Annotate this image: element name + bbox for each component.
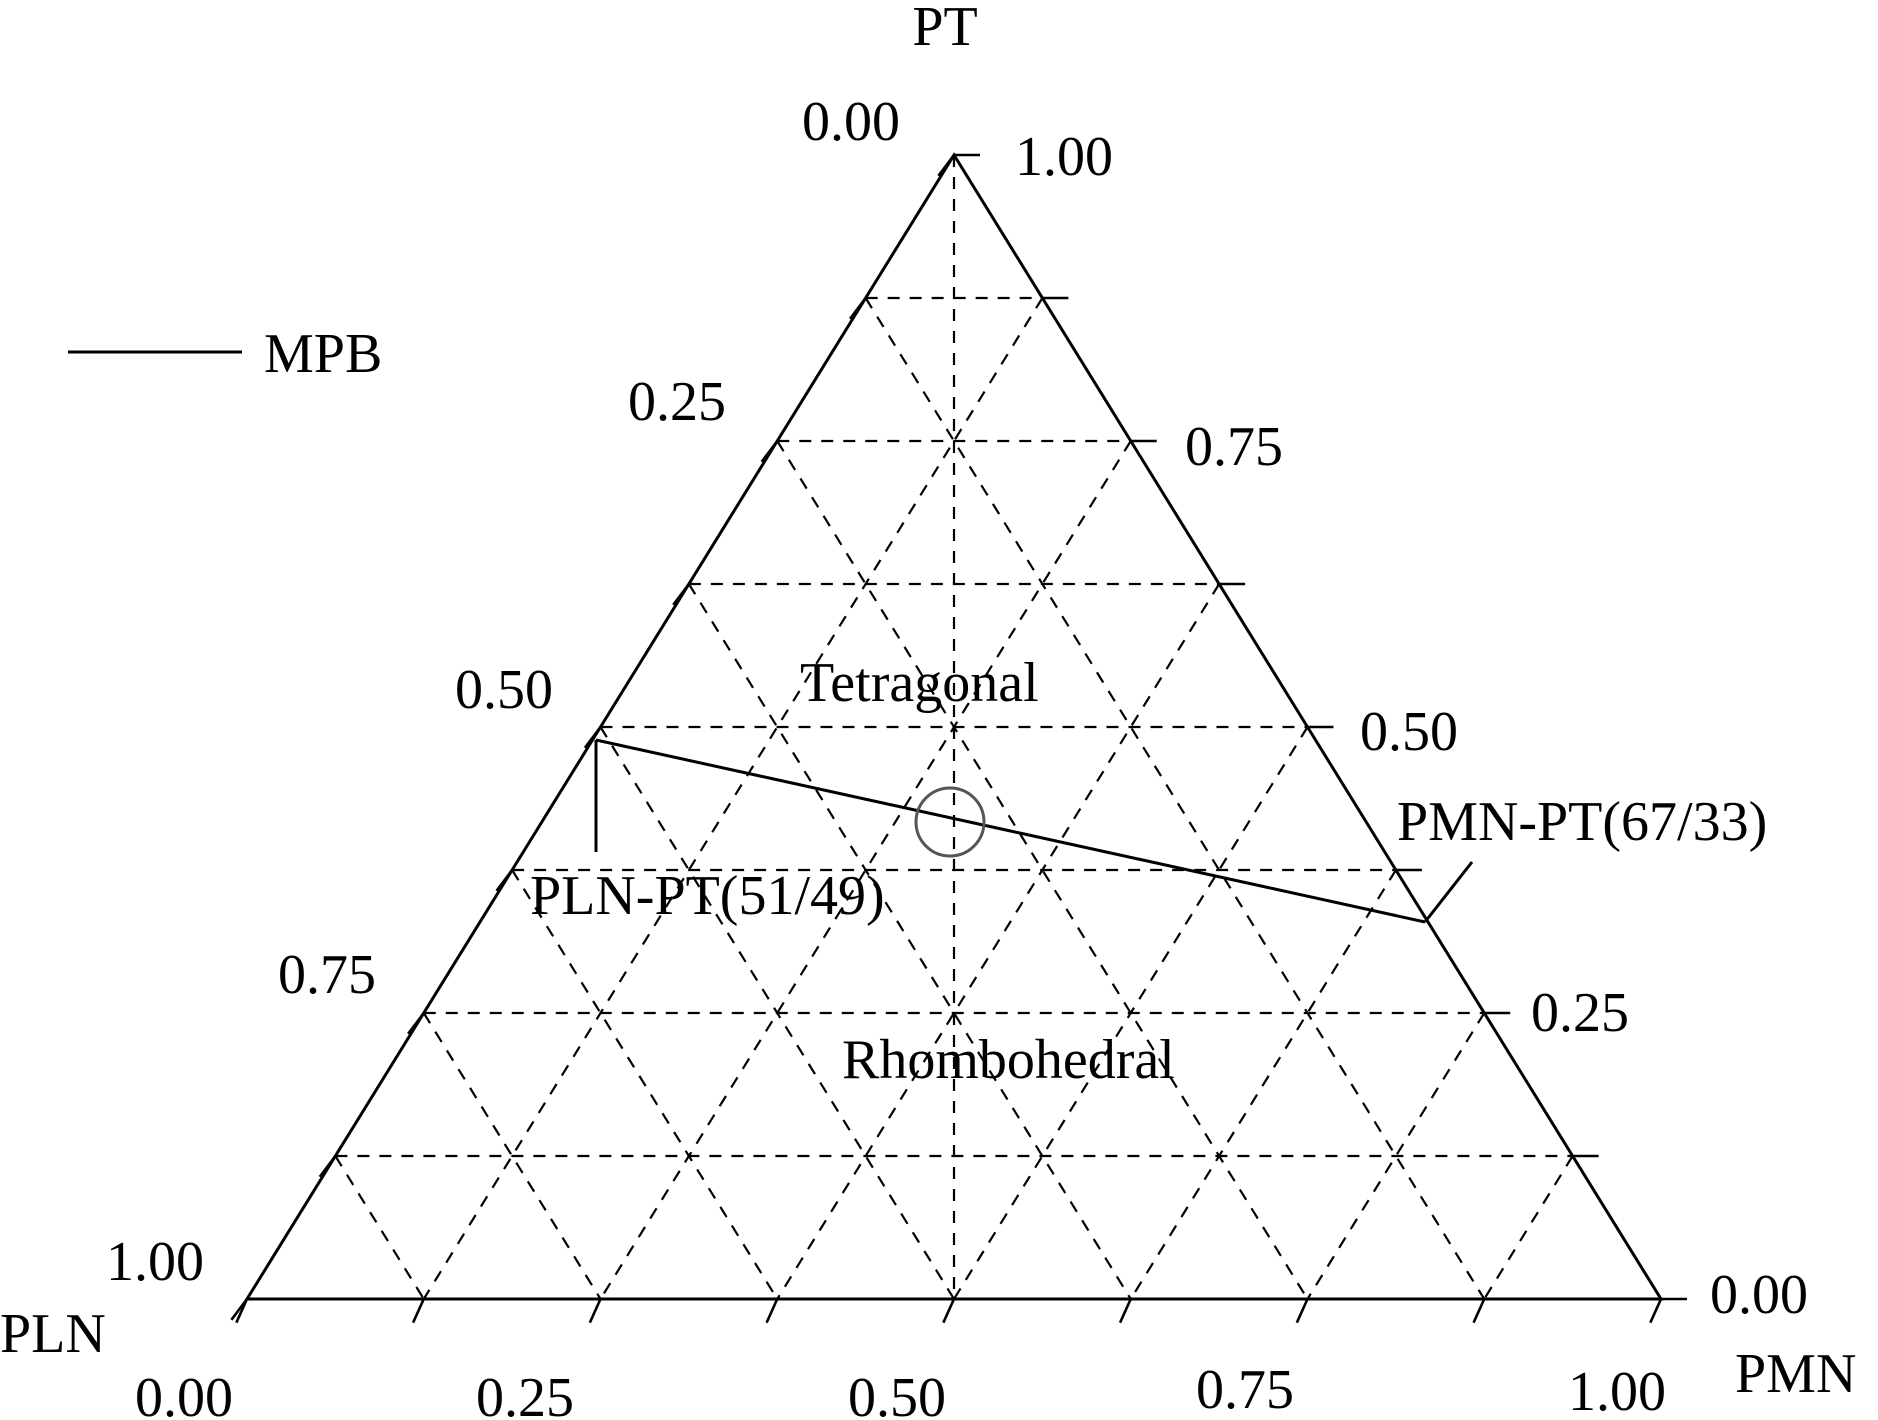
axis-tick [588,1298,602,1324]
legend-label: MPB [264,323,382,385]
right-tick-label-2: 0.50 [1360,701,1458,763]
axis-tick [1472,1298,1486,1324]
mpb-line [595,738,1426,924]
axis-ticks [230,153,1687,1324]
axis-tick [760,440,779,463]
grid-line-left-parallel [422,297,1044,1300]
right-tick-label-0: 0.00 [1710,1264,1808,1326]
dashed-grid [334,155,1574,1300]
bottom-tick-label-3: 0.75 [1196,1359,1294,1420]
grid-line-left-parallel [776,583,1221,1300]
axis-tick [407,1012,425,1035]
bottom-tick-label-2: 0.50 [848,1367,946,1420]
axis-tick [230,1298,249,1321]
bottom-tick-label-1: 0.25 [476,1367,574,1420]
pmn-pt-leader [1423,861,1474,923]
axis-tick [937,154,956,177]
left-tick-label-3: 0.25 [628,371,726,433]
grid-line-left-parallel [1483,1155,1574,1300]
axis-tick [318,1155,337,1178]
right-tick-label-3: 0.75 [1185,416,1283,478]
bottom-tick-label-4: 1.00 [1568,1361,1666,1420]
left-tick-label-4: 0.00 [802,91,900,153]
axis-tick [411,1298,425,1324]
axis-tick [583,726,602,749]
vertex-label-pmn: PMN [1735,1343,1856,1405]
axis-tick [942,1298,956,1324]
grid-line-right-parallel [334,1155,425,1300]
vertex-label-pt: PT [912,0,977,58]
axis-tick [672,583,690,606]
pln-pt-label: PLN-PT(51/49) [530,865,885,927]
grid-line-right-parallel [864,297,1486,1300]
grid-line-right-parallel [511,869,779,1300]
region-label-tetragonal: Tetragonal [800,652,1039,714]
composition-marker [914,786,986,858]
vertex-label-pln: PLN [0,1303,106,1365]
axis-tick [495,869,514,892]
left-tick-label-0: 1.00 [106,1231,204,1293]
axis-tick [1118,1298,1132,1324]
pmn-pt-label: PMN-PT(67/33) [1397,791,1767,853]
axis-tick [1295,1298,1309,1324]
bottom-tick-label-0: 0.00 [135,1367,233,1420]
region-label-rhombohedral: Rhombohedral [842,1029,1175,1091]
grid-line-left-parallel [1129,869,1397,1300]
left-tick-label-2: 0.50 [455,659,553,721]
grid-line-right-parallel [687,583,1132,1300]
axis-tick [765,1298,779,1324]
axis-tick [1649,1298,1663,1324]
axis-tick [848,297,867,320]
right-tick-label-4: 1.00 [1015,126,1113,188]
left-tick-label-1: 0.75 [278,944,376,1006]
right-tick-label-1: 0.25 [1531,982,1629,1044]
